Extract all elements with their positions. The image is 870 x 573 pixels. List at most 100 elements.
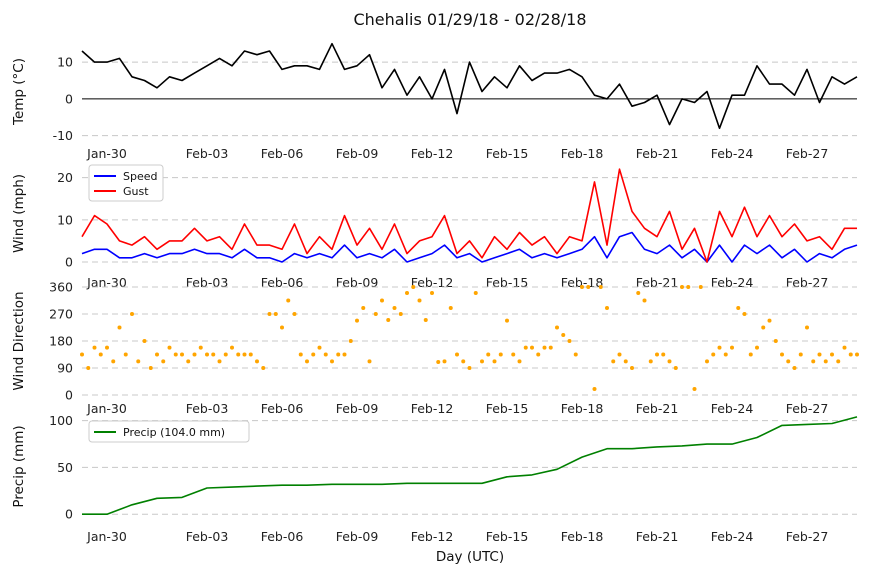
direction-ytick-label: 360 (49, 280, 73, 295)
direction-point (286, 298, 291, 303)
direction-point (280, 325, 284, 330)
direction-point (773, 339, 778, 343)
direction-point (373, 312, 378, 316)
direction-point (455, 352, 459, 357)
direction-point (548, 345, 553, 350)
direction-point (498, 352, 503, 357)
wind-ytick-label: 20 (57, 170, 73, 185)
direction-point (648, 359, 653, 364)
xtick-label: Feb-27 (786, 529, 829, 544)
direction-point (667, 359, 672, 364)
xtick-label: Jan-30 (86, 275, 127, 290)
direction-point (748, 352, 753, 357)
wind-legend: Speed Gust (88, 164, 164, 202)
xtick-label: Feb-24 (711, 401, 754, 416)
direction-point (805, 325, 809, 330)
direction-point (692, 387, 697, 391)
xtick-label: Feb-24 (711, 146, 754, 161)
direction-point (155, 352, 159, 357)
direction-point (742, 312, 747, 316)
direction-point (473, 291, 478, 295)
speed-line (81, 231, 858, 263)
direction-point (111, 359, 116, 364)
direction-point (536, 352, 541, 357)
xtick-label: Feb-18 (561, 146, 604, 161)
direction-point (836, 359, 841, 364)
xtick-label: Feb-18 (561, 529, 604, 544)
xtick-label: Feb-12 (411, 275, 454, 290)
direction-point (605, 306, 609, 310)
direction-point (830, 352, 834, 357)
direction-y-axis-label: Wind Direction (11, 291, 27, 390)
xtick-label: Feb-12 (411, 401, 454, 416)
direction-point (348, 339, 353, 343)
legend-label: Precip (104.0 mm) (123, 426, 225, 439)
direction-point (567, 339, 572, 343)
direction-point (436, 360, 441, 364)
direction-point (305, 359, 309, 364)
direction-point (173, 352, 178, 357)
direction-point (736, 306, 741, 310)
direction-point (542, 345, 547, 350)
direction-point (811, 359, 816, 364)
direction-point (855, 352, 859, 357)
direction-point (698, 285, 703, 289)
temp-line (81, 42, 858, 130)
direction-point (367, 359, 372, 364)
direction-point (98, 352, 103, 357)
direction-point (355, 318, 359, 323)
direction-point (505, 318, 509, 323)
direction-point (823, 359, 828, 364)
direction-point (636, 291, 641, 295)
direction-point (230, 345, 234, 350)
direction-point (442, 359, 447, 364)
direction-point (380, 298, 384, 303)
direction-point (130, 312, 134, 316)
direction-point (123, 352, 128, 357)
precip-y-axis-label: Precip (mm) (11, 425, 27, 507)
wind-ytick-label: 10 (57, 212, 73, 227)
direction-point (386, 318, 391, 322)
temp-ytick-label: 10 (57, 55, 73, 70)
direction-point (555, 325, 559, 330)
xtick-label: Feb-15 (486, 401, 529, 416)
direction-point (723, 352, 728, 357)
direction-ytick-label: 270 (49, 307, 73, 322)
xtick-label: Feb-21 (636, 275, 679, 290)
direction-point (392, 306, 397, 310)
direction-point (298, 352, 303, 357)
direction-point (480, 359, 484, 364)
direction-point (711, 352, 716, 357)
xtick-label: Feb-21 (636, 146, 679, 161)
legend-box (88, 420, 250, 443)
direction-point (767, 318, 772, 323)
xtick-label: Feb-18 (561, 275, 604, 290)
direction-panel: 0 90 180 270 360 Wind Direction Jan-30 Feb-03 Fe… (11, 280, 859, 416)
temp-ytick-label: 0 (65, 91, 73, 106)
xtick-label: Feb-15 (486, 275, 529, 290)
xtick-label: Feb-12 (411, 529, 454, 544)
xtick-label: Feb-03 (186, 401, 229, 416)
direction-point (192, 352, 197, 357)
xtick-label: Feb-06 (261, 275, 304, 290)
direction-point (611, 359, 616, 364)
direction-point (561, 333, 566, 337)
direction-point (642, 298, 647, 303)
direction-point (580, 285, 584, 289)
direction-ytick-label: 180 (49, 334, 73, 349)
xtick-label: Feb-24 (711, 529, 754, 544)
direction-point (511, 352, 516, 357)
direction-point (817, 352, 822, 357)
xtick-label: Feb-24 (711, 275, 754, 290)
xtick-label: Feb-12 (411, 146, 454, 161)
direction-ytick-label: 0 (65, 388, 73, 403)
direction-point (223, 352, 228, 357)
x-axis-label: Day (UTC) (436, 549, 504, 565)
direction-point (267, 312, 272, 316)
direction-point (792, 366, 797, 370)
direction-point (317, 345, 322, 350)
direction-point (786, 359, 791, 364)
chart-title: Chehalis 01/29/18 - 02/28/18 (353, 10, 586, 29)
direction-point (467, 366, 472, 370)
